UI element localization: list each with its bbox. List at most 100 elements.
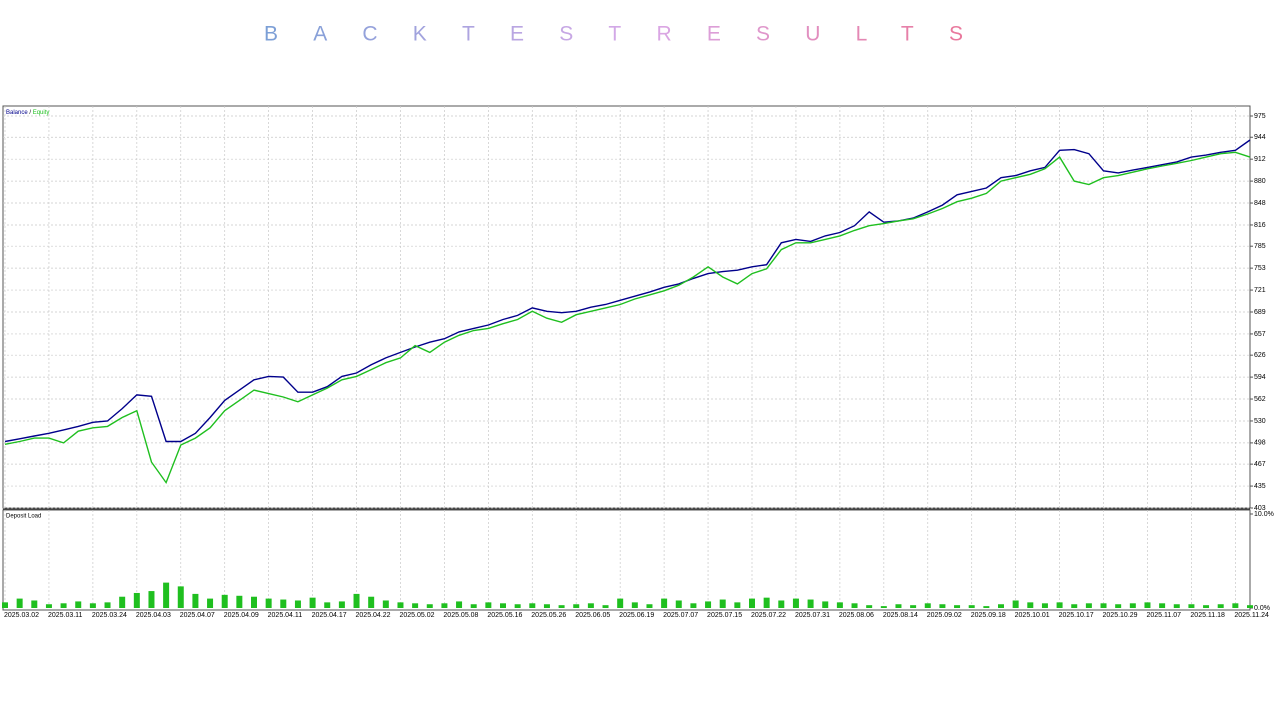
load-bar [16,598,23,608]
load-bar [177,586,184,608]
x-tick-label: 2025.03.11 [48,612,83,619]
load-bar [1159,603,1166,608]
load-bar [1188,604,1195,608]
y-tick-label: 944 [1254,134,1266,141]
x-tick-label: 2025.10.17 [1059,612,1094,619]
load-bar [514,604,521,608]
panel-title: Deposit Load [6,514,41,520]
load-bar [617,598,624,608]
x-tick-label: 2025.08.14 [883,612,918,619]
load-bar [133,592,140,608]
load-bar [104,602,111,608]
load-bar [353,593,360,608]
page-title: BACKTESTRESULTS [264,23,998,46]
load-bar [661,598,668,608]
series-line [4,151,1251,485]
load-bar [1027,602,1034,608]
load-bar [45,604,52,608]
x-tick-label: 2025.11.07 [1146,612,1181,619]
load-bar [119,596,126,608]
load-bar [500,603,506,608]
load-bar [807,599,814,608]
y-tick-label: 0.0% [1254,605,1270,612]
y-tick-label: 498 [1254,440,1266,447]
load-bar [294,600,301,608]
legend: Balance / Equity [6,110,49,116]
load-bar [734,602,741,608]
x-tick-label: 2025.11.24 [1234,612,1269,619]
load-bar [968,605,975,608]
load-bar [1232,603,1239,608]
load-bar [836,602,843,608]
load-frame [2,509,1251,611]
x-tick-label: 2025.08.06 [839,612,874,619]
load-bar [280,599,287,608]
y-tick-label: 562 [1254,396,1266,403]
load-bar [719,599,726,608]
load-bar [148,591,155,608]
load-bar [631,602,638,608]
x-tick-label: 2025.04.07 [180,612,215,619]
load-bar [456,601,463,608]
load-bar [529,603,536,608]
x-tick-label: 2025.04.09 [224,612,259,619]
x-tick-label: 2025.04.17 [312,612,347,619]
load-bar [558,605,565,608]
load-bar [221,594,228,608]
load-bar [690,603,697,608]
load-bar [265,598,272,608]
x-tick-label: 2025.06.19 [619,612,654,619]
load-bar [470,604,477,608]
load-bar [236,595,243,608]
x-tick-label: 2025.05.26 [531,612,566,619]
load-bar [792,598,799,608]
y-tick-label: 785 [1254,243,1266,250]
load-bar [309,597,316,608]
load-bar [89,603,96,608]
load-bar [939,604,946,608]
x-tick-label: 2025.05.16 [487,612,522,619]
x-tick-label: 2025.07.31 [795,612,830,619]
load-bar [441,603,448,608]
load-bar [763,597,770,608]
y-tick-label: 689 [1254,309,1266,316]
y-tick-label: 975 [1254,113,1266,120]
legend-entry: Balance [6,110,28,116]
load-bar [192,593,199,608]
y-tick-label: 721 [1254,287,1266,294]
load-bar [822,601,829,608]
y-tick-label: 594 [1254,374,1266,381]
x-tick-label: 2025.03.02 [4,612,39,619]
load-bar [910,605,917,608]
y-tick-label: 403 [1254,505,1266,512]
load-bar [851,603,858,608]
x-tick-label: 2025.07.22 [751,612,786,619]
load-bar [397,602,404,608]
load-bar [1071,604,1078,608]
x-tick-label: 2025.03.24 [92,612,127,619]
load-bar [1129,603,1136,608]
x-tick-label: 2025.07.07 [663,612,698,619]
y-tick-label: 467 [1254,461,1266,468]
main-frame [2,105,1251,509]
x-tick-label: 2025.10.01 [1015,612,1050,619]
load-bar [1115,604,1122,608]
load-bar [573,604,580,608]
load-bar [1217,604,1224,608]
x-tick-label: 2025.10.29 [1103,612,1138,619]
y-tick-label: 626 [1254,352,1266,359]
x-tick-label: 2025.05.08 [443,612,478,619]
load-bar [1041,603,1048,608]
series-line [4,139,1251,443]
load-bar [1056,602,1063,608]
load-bar [587,603,594,608]
y-tick-label: 657 [1254,331,1266,338]
load-bar [1203,605,1210,608]
x-tick-label: 2025.09.18 [971,612,1006,619]
load-bar [924,603,931,608]
load-bar [983,606,990,608]
load-bar [324,602,331,608]
y-tick-label: 848 [1254,200,1266,207]
load-bar [880,606,887,608]
